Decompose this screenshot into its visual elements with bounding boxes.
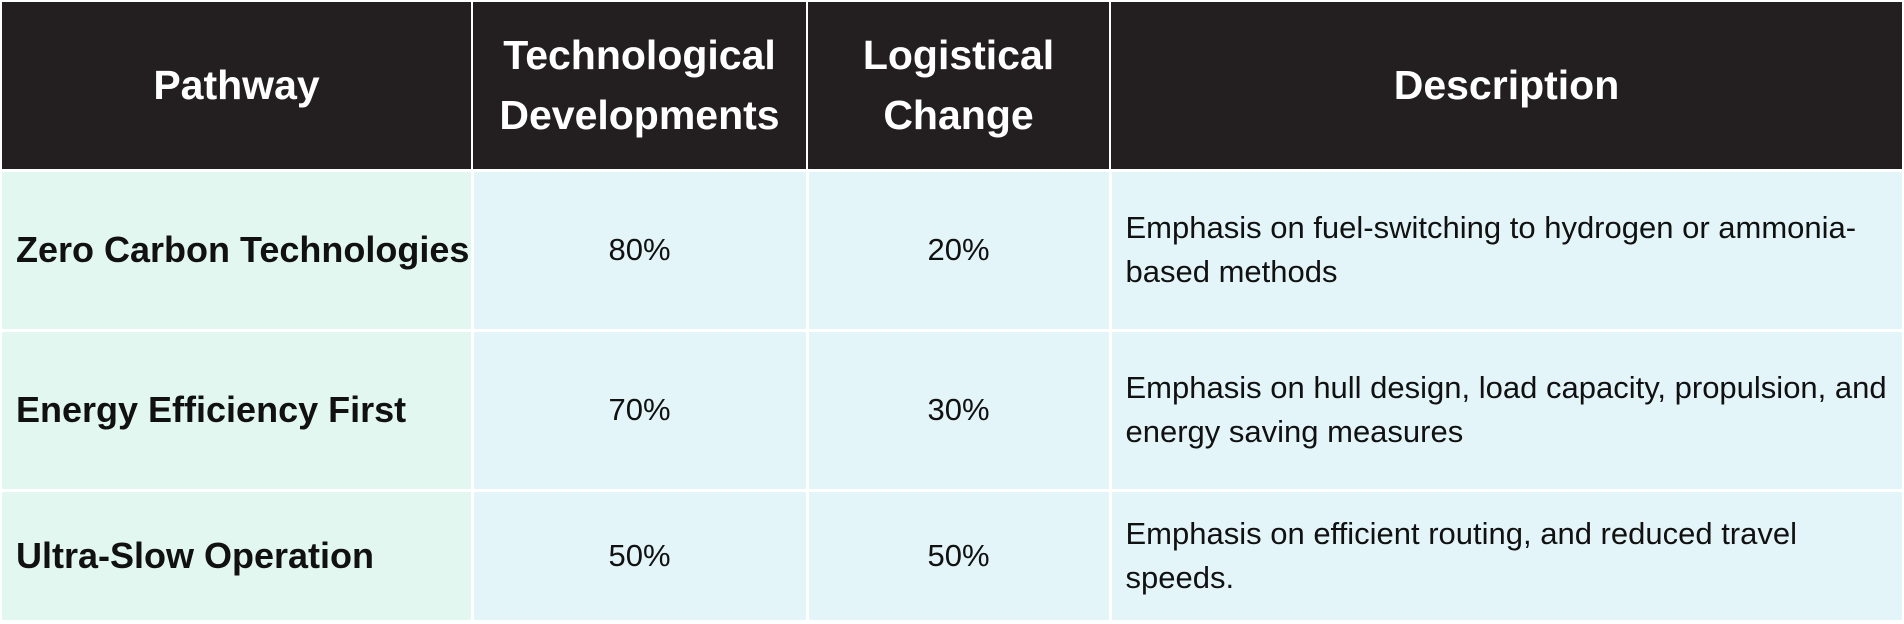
table-row: Energy Efficiency First 70% 30% Emphasis…	[2, 328, 1902, 490]
tech-cell: 80%	[472, 168, 809, 330]
description-cell: Emphasis on fuel-switching to hydrogen o…	[1110, 168, 1902, 330]
table-row: Ultra-Slow Operation 50% 50% Emphasis on…	[2, 488, 1902, 620]
table-row: Zero Carbon Technologies 80% 20% Emphasi…	[2, 168, 1902, 330]
tech-cell: 70%	[472, 328, 809, 490]
header-logistical-change: Logistical Change	[807, 2, 1111, 170]
pathway-cell: Energy Efficiency First	[2, 328, 474, 490]
tech-cell: 50%	[472, 488, 809, 620]
header-pathway: Pathway	[2, 2, 473, 170]
pathway-cell: Zero Carbon Technologies	[2, 168, 474, 330]
logistic-cell: 50%	[807, 488, 1112, 620]
logistic-cell: 20%	[807, 168, 1112, 330]
pathway-cell: Ultra-Slow Operation	[2, 488, 474, 620]
logistic-cell: 30%	[807, 328, 1112, 490]
header-row: Pathway Technological Developments Logis…	[2, 2, 1902, 170]
header-technological-developments: Technological Developments	[472, 2, 808, 170]
description-cell: Emphasis on hull design, load capacity, …	[1110, 328, 1902, 490]
header-description: Description	[1110, 2, 1902, 170]
description-cell: Emphasis on efficient routing, and reduc…	[1110, 488, 1902, 620]
